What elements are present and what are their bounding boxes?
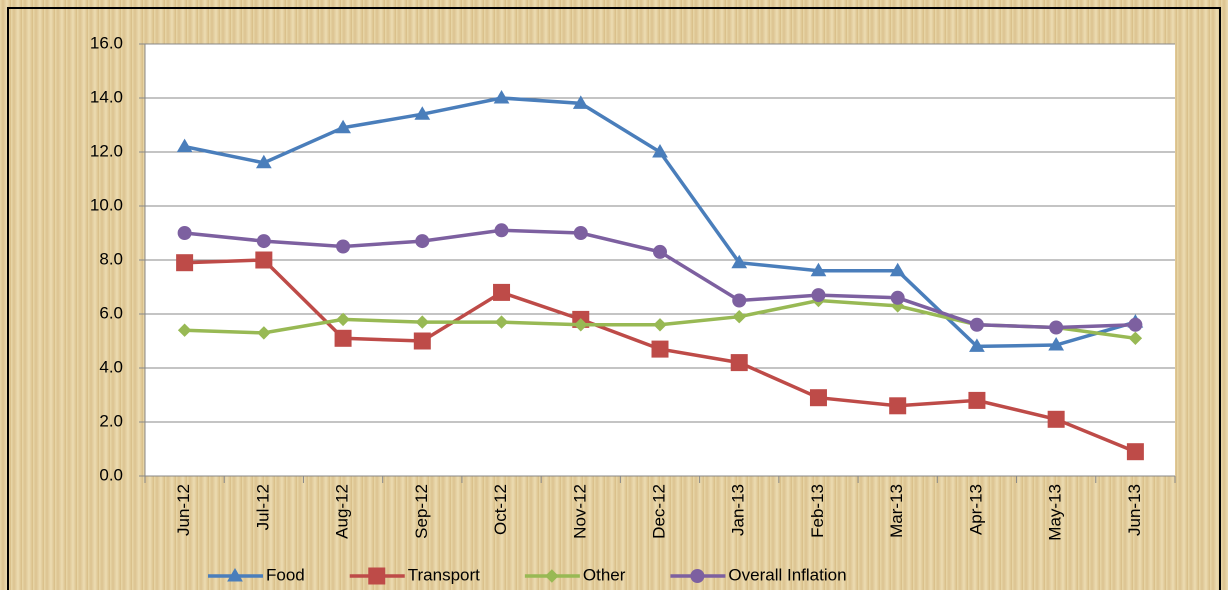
data-point bbox=[732, 309, 746, 324]
legend-marker bbox=[227, 568, 243, 582]
data-point bbox=[176, 138, 193, 153]
data-point bbox=[890, 290, 905, 305]
data-point bbox=[653, 244, 667, 259]
data-point bbox=[336, 312, 350, 327]
data-point bbox=[572, 95, 589, 109]
data-point bbox=[574, 318, 588, 332]
data-point bbox=[969, 317, 984, 332]
data-point bbox=[334, 329, 352, 347]
x-tick-label: May-13 bbox=[1046, 484, 1065, 541]
data-point bbox=[652, 144, 668, 158]
data-point bbox=[256, 234, 271, 249]
data-point bbox=[1048, 337, 1065, 351]
x-tick-label: Aug-12 bbox=[333, 484, 352, 539]
x-tick-label: Jun-12 bbox=[174, 484, 193, 536]
data-point bbox=[177, 323, 192, 337]
y-tick-label: 8.0 bbox=[99, 249, 123, 268]
data-point bbox=[415, 315, 430, 329]
y-tick-label: 16.0 bbox=[90, 33, 123, 52]
data-point bbox=[413, 332, 431, 350]
x-tick-label: Sep-12 bbox=[412, 484, 431, 539]
data-point bbox=[414, 106, 431, 120]
data-point bbox=[493, 283, 511, 301]
legend-label: Other bbox=[583, 565, 626, 584]
legend-marker bbox=[690, 569, 705, 583]
data-point bbox=[730, 354, 748, 372]
chart-frame bbox=[7, 7, 1221, 590]
x-tick-label: Dec-12 bbox=[649, 484, 668, 539]
x-tick-label: Nov-12 bbox=[570, 484, 589, 539]
data-point bbox=[177, 226, 192, 240]
legend-marker bbox=[368, 567, 386, 585]
data-point bbox=[1126, 443, 1144, 461]
x-tick-label: Apr-13 bbox=[966, 484, 985, 535]
legend-label: Food bbox=[266, 565, 305, 584]
data-point bbox=[969, 338, 985, 352]
x-tick-label: Jul-12 bbox=[253, 484, 272, 530]
data-point bbox=[811, 288, 826, 303]
data-point bbox=[968, 391, 986, 409]
x-tick-label: Mar-13 bbox=[887, 484, 906, 538]
y-tick-label: 14.0 bbox=[90, 87, 123, 106]
data-point bbox=[1128, 317, 1143, 332]
data-point bbox=[493, 90, 510, 104]
y-tick-label: 6.0 bbox=[99, 303, 123, 322]
data-point bbox=[255, 154, 272, 169]
data-point bbox=[889, 397, 907, 415]
data-point bbox=[1049, 320, 1064, 335]
data-point bbox=[651, 340, 669, 358]
data-point bbox=[336, 239, 351, 254]
x-tick-label: Jun-13 bbox=[1125, 484, 1144, 536]
data-point bbox=[889, 262, 906, 277]
data-point bbox=[1128, 331, 1143, 346]
y-tick-label: 4.0 bbox=[99, 357, 123, 376]
data-point bbox=[415, 234, 430, 249]
data-point bbox=[731, 254, 748, 269]
legend-marker bbox=[545, 569, 559, 583]
y-tick-label: 0.0 bbox=[99, 465, 123, 484]
y-tick-label: 2.0 bbox=[99, 411, 123, 430]
data-point bbox=[176, 254, 194, 272]
data-point bbox=[810, 262, 827, 277]
data-point bbox=[494, 223, 509, 238]
x-tick-label: Feb-13 bbox=[808, 484, 827, 538]
data-point bbox=[255, 251, 273, 269]
data-point bbox=[494, 315, 509, 329]
x-tick-label: Oct-12 bbox=[491, 484, 510, 535]
data-point bbox=[809, 389, 827, 407]
data-point bbox=[653, 318, 667, 332]
y-tick-label: 12.0 bbox=[90, 141, 123, 160]
y-tick-label: 10.0 bbox=[90, 195, 123, 214]
data-point bbox=[573, 226, 588, 240]
data-point bbox=[732, 293, 747, 308]
legend-label: Transport bbox=[408, 565, 480, 584]
x-tick-label: Jan-13 bbox=[729, 484, 748, 536]
data-point bbox=[257, 326, 271, 340]
legend-label: Overall Inflation bbox=[728, 565, 846, 584]
data-point bbox=[1047, 410, 1065, 428]
data-point bbox=[335, 119, 351, 134]
